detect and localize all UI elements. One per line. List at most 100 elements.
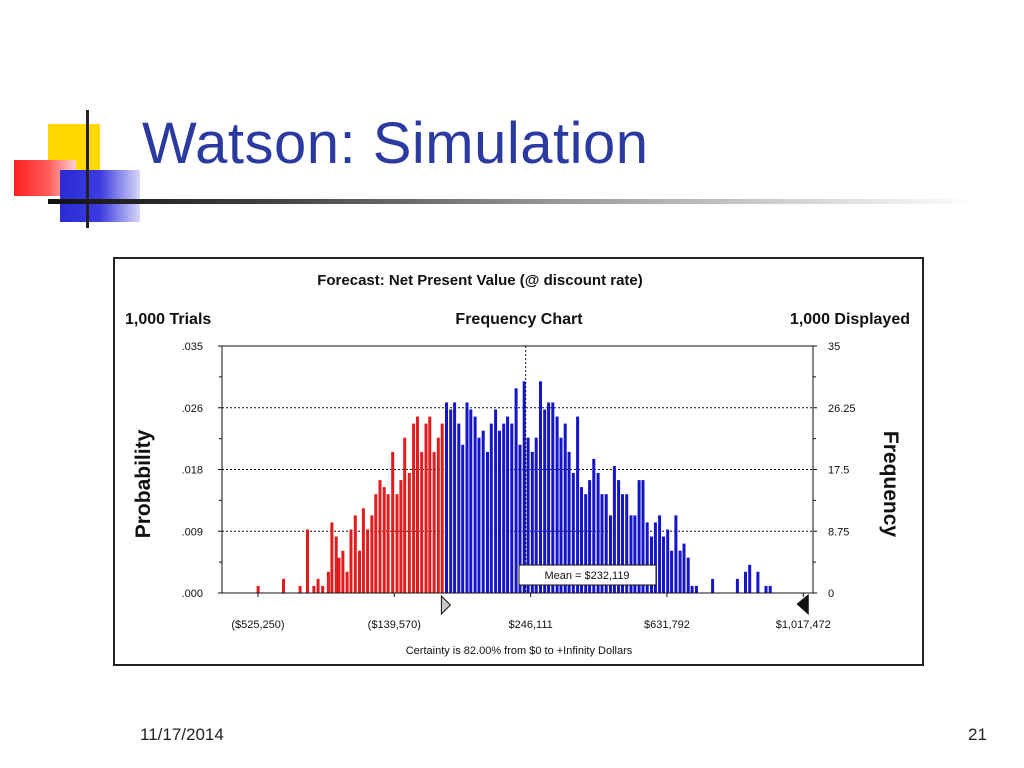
histogram-bar [386, 494, 390, 593]
histogram-bar [678, 550, 682, 593]
certainty-text: Certainty is 82.00% from $0 to +Infinity… [406, 645, 633, 657]
histogram-bar [399, 480, 403, 593]
displayed-label: 1,000 Displayed [790, 311, 910, 328]
histogram-bar [316, 578, 320, 593]
histogram-bar [748, 564, 752, 593]
histogram-bar [453, 402, 457, 593]
decor-blue-square [60, 170, 140, 222]
histogram-bar [768, 585, 772, 593]
histogram-bar [477, 437, 481, 593]
histogram-bar [543, 409, 547, 593]
footer-date: 11/17/2014 [140, 725, 224, 744]
histogram-bar [674, 515, 678, 593]
histogram-bar [445, 402, 448, 593]
histogram-bar [609, 515, 612, 593]
histogram-bar [744, 571, 747, 593]
histogram-bar [571, 473, 575, 593]
histogram-bar [465, 402, 469, 593]
histogram-bar [428, 416, 432, 593]
x-tick-label: ($139,570) [368, 619, 421, 631]
histogram-bar [596, 473, 600, 593]
histogram-bar [473, 416, 477, 593]
trials-label: 1,000 Trials [125, 311, 211, 328]
histogram-bar [341, 550, 345, 593]
histogram-bar [629, 515, 633, 593]
histogram-bar [756, 571, 760, 593]
x-tick-label: $631,792 [644, 619, 690, 631]
histogram-bar [690, 585, 694, 593]
histogram-bar [457, 423, 461, 593]
histogram-bar [494, 409, 498, 593]
histogram-bar [412, 423, 416, 593]
histogram-bar [337, 557, 341, 593]
histogram-bar [530, 451, 534, 593]
histogram-bar [645, 522, 649, 593]
histogram-bar [510, 423, 514, 593]
histogram-bar [526, 437, 530, 593]
histogram-bar [670, 550, 674, 593]
histogram-bar [555, 416, 559, 593]
histogram-bar [653, 522, 657, 593]
probability-tick-label: .018 [182, 465, 203, 477]
frequency-chart-label: Frequency Chart [455, 311, 583, 328]
probability-tick-label: .009 [182, 526, 203, 538]
mean-label: Mean = $232,119 [544, 570, 629, 582]
histogram-bar [358, 550, 361, 593]
histogram-bar [506, 416, 510, 593]
histogram-bar [391, 451, 395, 593]
histogram-bar [366, 529, 370, 593]
histogram-bar [486, 451, 489, 593]
histogram-bar [604, 494, 608, 593]
probability-tick-label: .000 [182, 588, 203, 600]
histogram-bar [407, 473, 411, 593]
histogram-bar [539, 381, 542, 593]
frequency-tick-label: 8.75 [828, 526, 849, 538]
histogram-bar [592, 458, 596, 593]
histogram-bar [658, 515, 662, 593]
decor-horizontal-line [48, 199, 978, 204]
histogram-bar [469, 409, 473, 593]
forecast-chart-panel: Forecast: Net Present Value (@ discount … [113, 257, 924, 666]
histogram-bar [735, 578, 739, 593]
slide-title: Watson: Simulation [142, 111, 649, 176]
footer-page-number: 21 [968, 725, 987, 744]
left-certainty-grabber[interactable] [440, 594, 452, 616]
histogram-bar [349, 529, 353, 593]
x-tick-label: $246,111 [508, 619, 552, 631]
chart-title: Forecast: Net Present Value (@ discount … [317, 272, 643, 289]
histogram-bar [440, 423, 444, 593]
probability-tick-label: .035 [182, 341, 203, 353]
histogram-bar [432, 451, 436, 593]
histogram-bar [588, 480, 592, 593]
histogram-bar [522, 381, 526, 593]
frequency-axis-label: Frequency [879, 431, 902, 538]
histogram-bar [518, 444, 522, 593]
histogram-bar [514, 388, 518, 593]
histogram-bar [481, 430, 485, 593]
histogram-bar [764, 585, 768, 593]
histogram-bar [334, 536, 338, 593]
histogram-bar [662, 536, 665, 593]
right-certainty-grabber[interactable] [796, 593, 809, 616]
histogram-bar [424, 423, 428, 593]
histogram-bar [625, 494, 629, 593]
histogram-bar [711, 578, 715, 593]
histogram-bar [621, 494, 624, 593]
histogram-bar [534, 437, 538, 593]
histogram-bar [584, 494, 588, 593]
histogram-bar [551, 402, 555, 593]
histogram-bar [330, 522, 334, 593]
histogram-bar [686, 557, 690, 593]
frequency-tick-label: 35 [828, 341, 840, 353]
histogram-bar [326, 571, 330, 593]
histogram-bar [502, 423, 506, 593]
forecast-chart: Forecast: Net Present Value (@ discount … [125, 272, 910, 657]
decor-vertical-line [86, 110, 89, 228]
plot-area-frame [221, 345, 814, 594]
histogram-bar [641, 480, 645, 593]
histogram-bar [374, 494, 378, 593]
histogram-bar [370, 515, 374, 593]
frequency-tick-label: 17.5 [828, 465, 849, 477]
histogram-bar [420, 451, 424, 593]
histogram-bar [633, 515, 637, 593]
